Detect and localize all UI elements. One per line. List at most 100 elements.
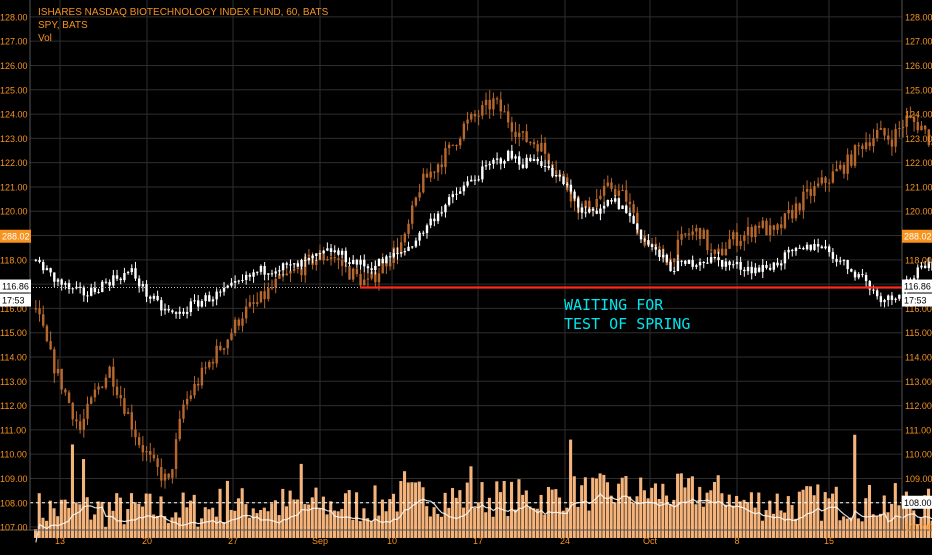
volume-bar (838, 520, 842, 538)
compare-candle-body (470, 113, 473, 120)
x-tick-label: 15 (824, 536, 834, 546)
main-candle-body (658, 249, 661, 257)
compare-candle-body (292, 268, 296, 271)
y-tick-label-left: 109.00 (0, 474, 28, 484)
volume-bar (609, 495, 613, 538)
compare-candle-body (451, 144, 455, 146)
volume-bar (41, 517, 45, 538)
compare-candle-body (632, 204, 635, 213)
main-candle-body (547, 165, 550, 168)
volume-bar (605, 482, 610, 538)
main-candle-body (86, 295, 89, 297)
main-candle-body (521, 164, 525, 168)
main-candle-body (274, 271, 277, 274)
compare-candle-body (809, 189, 812, 196)
volume-bar (406, 482, 410, 538)
volume-bar (705, 492, 709, 538)
volume-bar (805, 486, 809, 538)
volume-bar (845, 518, 849, 538)
compare-candle-body (56, 368, 60, 374)
legend-volume[interactable]: Vol (38, 33, 52, 44)
volume-bar (292, 499, 296, 538)
compare-candle-body (160, 466, 163, 481)
y-tick-label-right: 120.00 (905, 207, 932, 217)
main-candle-body (628, 212, 632, 217)
volume-bar (347, 490, 351, 538)
compare-candle-body (97, 386, 100, 390)
compare-candle-body (783, 213, 787, 229)
compare-candle-body (307, 254, 311, 257)
compare-candle-body (595, 198, 598, 208)
countdown-badge-right-bg (902, 293, 932, 307)
compare-candle-body (222, 348, 226, 350)
volume-bar (118, 497, 122, 538)
main-candle-body (827, 246, 831, 253)
main-candle-body (38, 260, 41, 262)
compare-candle-body (193, 383, 196, 396)
compare-candle-body (174, 439, 178, 470)
legend-compare-series[interactable]: SPY, BATS (38, 20, 88, 31)
volume-bar (295, 499, 300, 538)
compare-candle-body (414, 197, 418, 206)
volume-bar (591, 477, 595, 538)
volume-bar (491, 516, 495, 538)
volume-bar (569, 439, 573, 538)
volume-bar (687, 478, 691, 538)
compare-candle-body (53, 349, 56, 374)
legend-main-series[interactable]: ISHARES NASDAQ BIOTECHNOLOGY INDEX FUND,… (38, 7, 329, 18)
main-candle-body (123, 273, 126, 281)
main-candle-body (337, 250, 340, 255)
compare-candle-body (839, 164, 842, 169)
compare-candle-body (259, 291, 263, 303)
compare-candle-body (695, 228, 698, 232)
compare-candle-body (720, 248, 724, 256)
volume-bar (37, 493, 41, 538)
main-candle-body (706, 262, 709, 264)
volume-bar (882, 495, 886, 538)
compare-candle-body (713, 249, 717, 254)
main-candle-body (772, 262, 776, 270)
compare-candle-body (916, 121, 919, 131)
main-candle-body (237, 280, 240, 282)
main-candle-body (311, 255, 314, 258)
volume-bar (310, 497, 314, 538)
volume-bar (742, 499, 746, 538)
volume-bar (104, 526, 108, 538)
compare-candle-body (363, 279, 366, 286)
volume-bar (901, 495, 905, 538)
volume-bar (439, 516, 443, 538)
compare-candle-body (794, 203, 798, 219)
main-candle-body (923, 265, 927, 269)
main-candle-body (71, 288, 74, 290)
main-candle-body (850, 269, 853, 272)
volume-bar (886, 512, 890, 538)
y-tick-label-right: 122.00 (905, 158, 932, 168)
volume-bar (325, 514, 329, 538)
main-candle-body (64, 283, 67, 285)
volume-bar (284, 506, 289, 538)
volume-bar (166, 523, 170, 538)
volume-bar (218, 488, 222, 538)
main-candle-body (344, 250, 348, 263)
compare-candle-body (883, 128, 886, 136)
main-candle-body (104, 281, 108, 283)
compare-candle-body (499, 99, 502, 112)
compare-candle-body (518, 132, 521, 137)
main-candle-body (381, 258, 384, 264)
main-candle-body (809, 244, 812, 250)
compare-candle-body (300, 267, 303, 276)
compare-candle-body (802, 191, 805, 211)
volume-bar (853, 434, 857, 538)
main-candle-body (761, 264, 764, 272)
main-candle-body (684, 260, 687, 264)
x-tick-label: 10 (387, 536, 397, 546)
countdown-badge-right-text: 17:53 (904, 296, 927, 306)
main-candle-body (595, 210, 598, 214)
compare-candle-body (923, 125, 927, 130)
compare-candle-body (709, 249, 713, 251)
main-candle-body (149, 296, 152, 299)
volume-bar (698, 486, 702, 538)
main-candle-body (617, 198, 621, 209)
